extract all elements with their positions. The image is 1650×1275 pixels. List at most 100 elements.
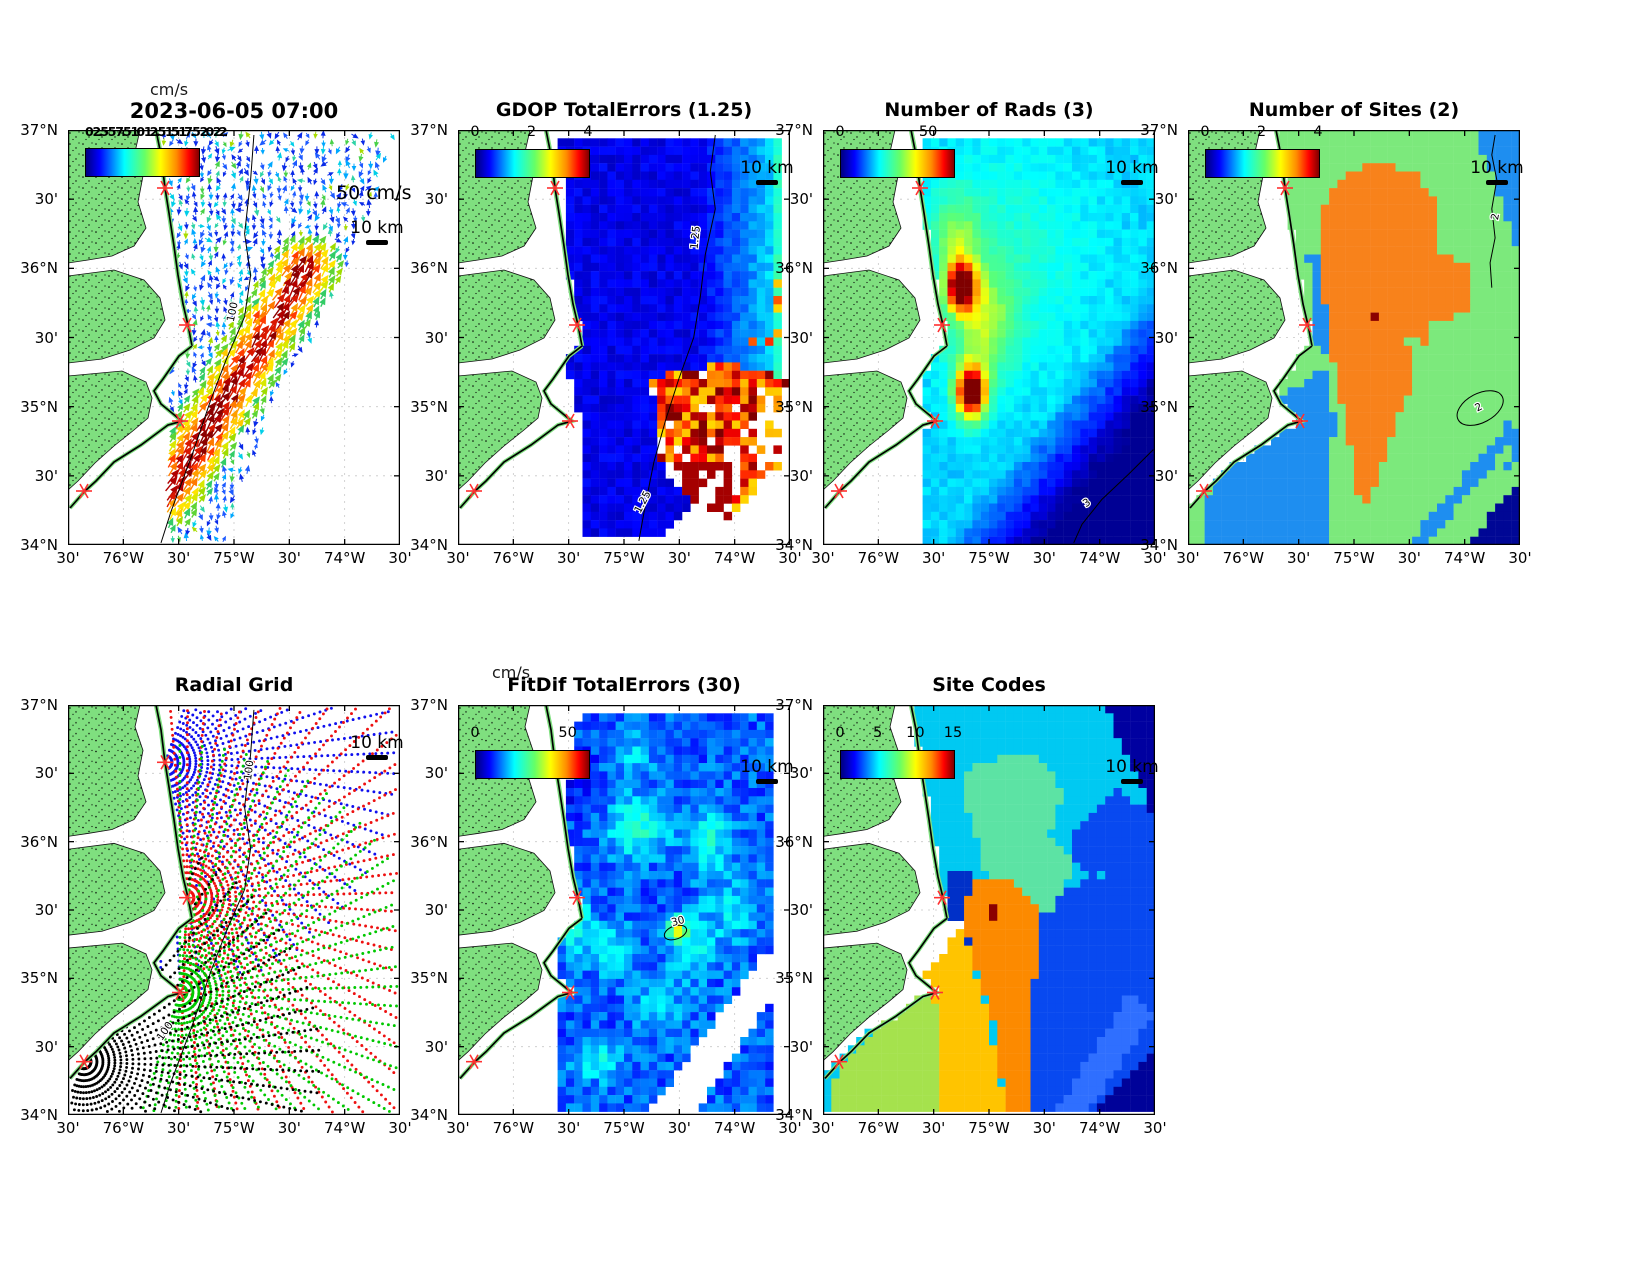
axis-tick-label: 34°N	[775, 1106, 813, 1124]
axis-tick-label: 37°N	[1140, 121, 1178, 139]
axis-tick-label: 30'	[424, 764, 448, 783]
scale-label: 10 km	[350, 218, 404, 238]
colorbar-units-label: cm/s	[150, 80, 189, 99]
axis-tick-label: 30'	[811, 1119, 835, 1137]
axis-tick-label: 34°N	[20, 536, 58, 554]
axis-tick-label: 30'	[277, 1119, 301, 1137]
colorbar-tick-labels: 0 2 4	[1200, 124, 1322, 140]
panel-site-codes: Site Codes 37°N 30' 36°N 30' 35°N 30' 34°N 30'…	[775, 674, 1166, 1137]
axis-tick-label: 37°N	[410, 121, 448, 139]
axis-tick-label: 35°N	[20, 969, 58, 988]
scale-bar: 10 km	[1466, 158, 1528, 185]
axis-tick-label: 74°W	[323, 549, 366, 567]
scale-bar-line	[366, 755, 388, 760]
scale-bar: 10 km	[346, 218, 408, 245]
x-axis-ticks: 30' 76°W 30' 75°W 30' 74°W 30'	[811, 545, 1166, 571]
scale-label: 10 km	[1105, 757, 1159, 777]
scale-bar-line	[1486, 180, 1508, 185]
map-canvas: 1.251.25	[458, 130, 790, 545]
panel-title: Site Codes	[932, 674, 1046, 696]
axis-tick-label: 36°N	[20, 832, 58, 851]
axis-tick-label: 30'	[1032, 549, 1056, 567]
axis-tick-label: 37°N	[20, 121, 58, 139]
axis-tick-label: 30'	[167, 1119, 191, 1137]
axis-tick-label: 30'	[789, 764, 813, 783]
colorbar-gradient	[85, 148, 200, 177]
panel-title: 2023-06-05 07:00	[129, 99, 339, 123]
axis-tick-label: 30'	[789, 466, 813, 485]
axis-tick-label: 30'	[1287, 549, 1311, 567]
axis-tick-label: 30'	[667, 1119, 691, 1137]
axis-tick-label: 30'	[1154, 328, 1178, 347]
axis-tick-label: 35°N	[410, 969, 448, 988]
axis-tick-label: 74°W	[713, 1119, 756, 1137]
axis-tick-label: 30'	[557, 549, 581, 567]
scale-bar: 10 km	[1101, 158, 1163, 185]
axis-tick-label: 74°W	[713, 549, 756, 567]
axis-tick-label: 76°W	[1222, 549, 1265, 567]
axis-tick-label: 30'	[557, 1119, 581, 1137]
contour-label: 30	[670, 914, 686, 929]
axis-tick-label: 30'	[424, 901, 448, 919]
y-axis-ticks: 37°N 30' 36°N 30' 35°N 30' 34°N	[763, 121, 817, 554]
panel-gdop-total-errors: GDOP TotalErrors (1.25) 37°N 30' 36°N 30' 35…	[410, 99, 801, 567]
axis-tick-label: 75°W	[1333, 549, 1375, 567]
axis-tick-label: 36°N	[775, 259, 813, 278]
axis-tick-label: 30'	[1176, 549, 1200, 567]
colorbar-tick-label: 0	[835, 725, 845, 741]
axis-tick-label: 36°N	[20, 259, 58, 278]
axis-tick-label: 75°W	[213, 1119, 255, 1137]
axis-tick-label: 30'	[1397, 549, 1421, 567]
contour-label: 1.25	[689, 225, 703, 250]
axis-tick-label: 74°W	[1078, 549, 1121, 567]
map-canvas: 22	[1188, 130, 1520, 545]
panel-title: GDOP TotalErrors (1.25)	[495, 99, 753, 121]
scale-bar: 10 km	[346, 733, 408, 760]
axis-tick-label: 30'	[778, 549, 802, 567]
panel-radial-grid: Radial Grid 37°N 30' 36°N 30' 35°N 30' 34°N 30…	[20, 674, 411, 1137]
axis-tick-label: 76°W	[492, 549, 535, 567]
axis-tick-label: 30'	[34, 466, 58, 485]
axis-tick-label: 36°N	[1140, 259, 1178, 278]
map-canvas: 3	[823, 130, 1155, 545]
axis-tick-label: 35°N	[775, 969, 813, 988]
axis-tick-label: 76°W	[857, 549, 900, 567]
y-axis-ticks: 37°N 30' 36°N 30' 35°N 30' 34°N	[763, 696, 817, 1124]
axis-tick-label: 30'	[34, 764, 58, 783]
axis-tick-label: 30'	[1508, 549, 1532, 567]
axis-tick-label: 30'	[34, 328, 58, 347]
colorbar-units-label: cm/s	[492, 663, 531, 682]
axis-tick-label: 30'	[789, 190, 813, 209]
scale-bar-line	[366, 240, 388, 245]
y-axis-ticks: 37°N 30' 36°N 30' 35°N 30' 34°N	[1128, 121, 1182, 554]
colorbar: 0 2 4	[1200, 124, 1323, 178]
axis-tick-label: 30'	[388, 549, 412, 567]
colorbar-tick-label: 15	[943, 725, 963, 741]
colorbar-gradient	[1205, 149, 1320, 178]
axis-tick-label: 34°N	[775, 536, 813, 554]
axis-tick-label: 37°N	[20, 696, 58, 714]
colorbar-tick-label: 0	[470, 124, 480, 140]
axis-tick-label: 75°W	[603, 549, 645, 567]
colorbar-tick-label: 50	[918, 124, 938, 140]
y-axis-ticks: 37°N 30' 36°N 30' 35°N 30' 34°N	[398, 696, 452, 1124]
colorbar-tick-labels: 0 2 4	[470, 124, 592, 140]
colorbar-tick-label: 0	[1200, 124, 1210, 140]
scale-label: 10 km	[740, 158, 794, 178]
colorbar-gradient	[840, 149, 955, 178]
panel-title: FitDif TotalErrors (30)	[507, 674, 741, 696]
axis-tick-label: 34°N	[410, 1106, 448, 1124]
colorbar-tick-label: 5	[873, 725, 883, 741]
contour-label: 2	[1489, 212, 1502, 221]
axis-tick-label: 30'	[388, 1119, 412, 1137]
y-axis-ticks: 37°N 30' 36°N 30' 35°N 30' 34°N	[8, 121, 62, 554]
axis-tick-label: 30'	[789, 901, 813, 919]
axis-tick-label: 30'	[811, 549, 835, 567]
axis-tick-label: 74°W	[1078, 1119, 1121, 1137]
scale-label: 10 km	[1105, 158, 1159, 178]
scale-bar-line	[1121, 779, 1143, 784]
scale-label: 10 km	[740, 757, 794, 777]
axis-tick-label: 30'	[1154, 466, 1178, 485]
axis-tick-label: 35°N	[1140, 397, 1178, 416]
